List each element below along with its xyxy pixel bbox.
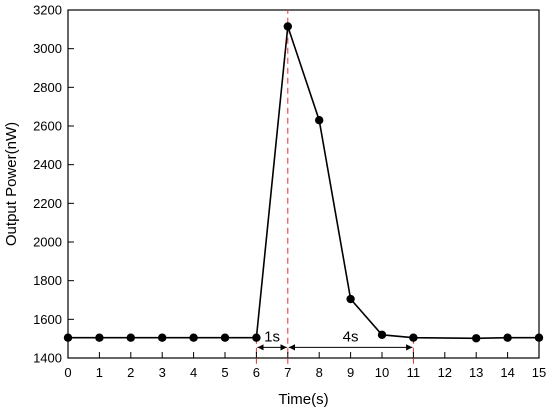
y-tick-label: 2000 <box>33 235 62 250</box>
x-tick-label: 12 <box>438 365 452 380</box>
x-tick-label: 5 <box>221 365 228 380</box>
interval-annotations: 1s 4s <box>257 329 413 351</box>
x-tick-label: 11 <box>407 365 421 380</box>
y-tick-label: 3200 <box>33 3 62 18</box>
x-tick-label: 10 <box>375 365 389 380</box>
y-tick-label: 3000 <box>33 41 62 56</box>
data-point <box>158 333 167 342</box>
plot-border <box>67 9 540 359</box>
y-tick-label: 1800 <box>33 273 62 288</box>
x-tick-label: 6 <box>253 365 260 380</box>
x-tick-label: 9 <box>347 365 354 380</box>
y-tick-label: 1600 <box>33 312 62 327</box>
interval-label: 4s <box>343 329 359 346</box>
data-point <box>346 294 355 304</box>
x-tick-label: 7 <box>284 365 291 380</box>
series-layer <box>63 22 544 343</box>
data-point <box>63 333 73 342</box>
x-tick-label: 14 <box>500 365 514 380</box>
x-tick-label: 8 <box>316 365 323 380</box>
y-tick-label: 1400 <box>33 351 62 366</box>
data-point <box>220 333 230 342</box>
data-point <box>189 333 198 342</box>
x-tick-label: 13 <box>469 365 483 380</box>
data-point <box>377 330 387 339</box>
x-axis-title: Time(s) <box>278 391 328 408</box>
series-line <box>68 26 539 340</box>
plot-frame <box>67 9 540 359</box>
y-tick-label: 2800 <box>33 80 62 95</box>
data-point <box>534 333 544 342</box>
x-tick-label: 1 <box>96 365 103 380</box>
interval-label: 1s <box>264 329 280 346</box>
data-point <box>472 334 481 343</box>
data-point <box>503 333 512 342</box>
x-tick-label: 0 <box>64 365 71 380</box>
x-tick-label: 4 <box>190 365 197 380</box>
axis-ticks: 0 1 2 3 4 5 6 7 8 9 10 11 12 13 14 15140016001800200022… <box>33 3 546 381</box>
y-axis-title: Output Power(nW) <box>3 122 20 246</box>
data-point <box>252 333 261 342</box>
data-point <box>315 116 324 125</box>
y-tick-label: 2400 <box>33 157 62 172</box>
data-point <box>126 333 135 342</box>
y-tick-label: 2600 <box>33 119 62 134</box>
x-tick-label: 3 <box>159 365 166 380</box>
data-point <box>283 22 292 31</box>
reference-lines <box>255 10 414 364</box>
data-point <box>409 333 418 342</box>
data-point <box>95 333 104 342</box>
y-tick-label: 2200 <box>33 196 62 211</box>
x-tick-label: 15 <box>532 365 546 380</box>
x-tick-label: 2 <box>127 365 134 380</box>
